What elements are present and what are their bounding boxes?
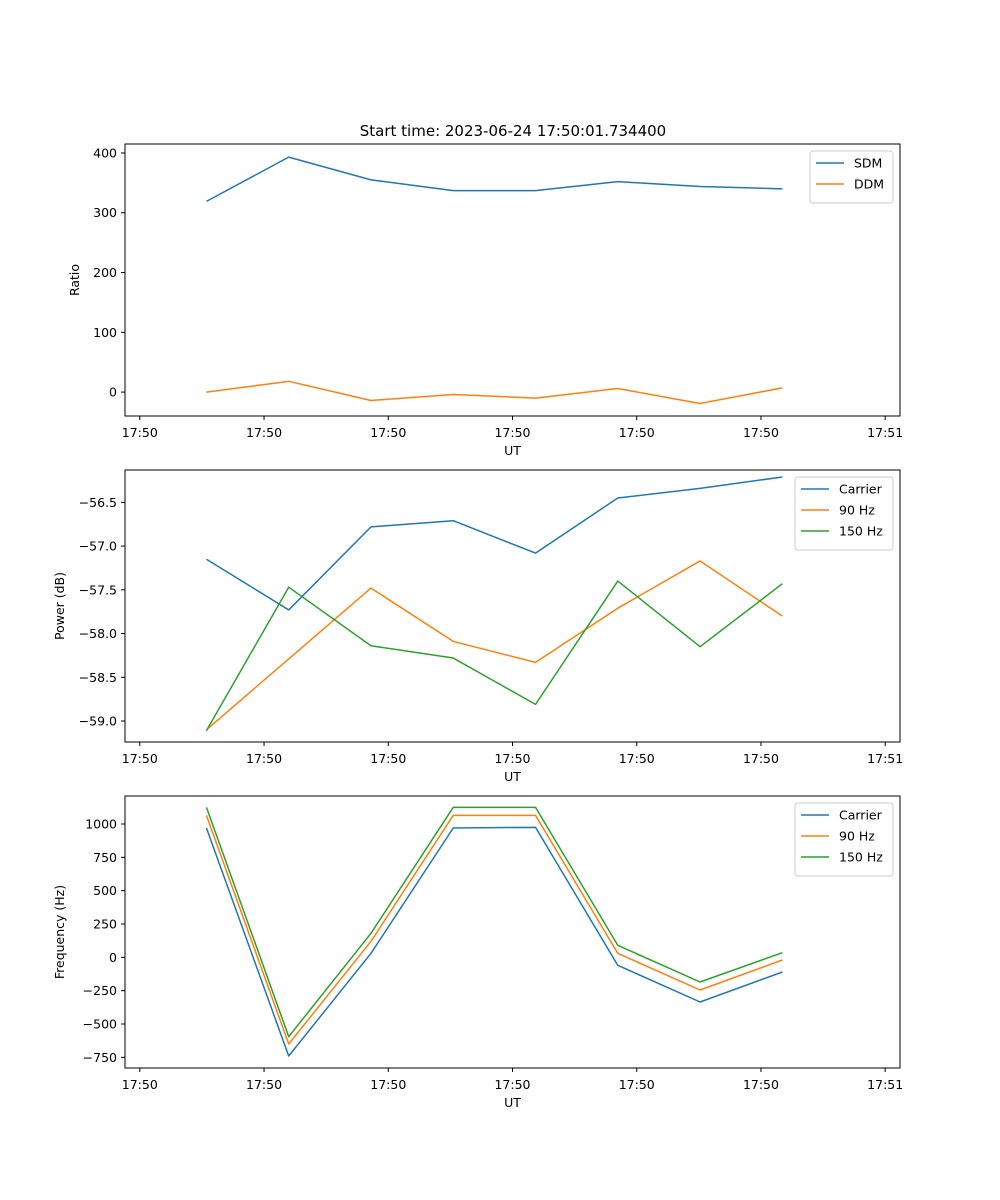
legend-label: SDM <box>854 156 882 171</box>
x-tick-label: 17:50 <box>619 1077 655 1092</box>
series-line-90-hz <box>205 560 783 731</box>
y-tick-label: 1000 <box>85 817 117 832</box>
y-tick-label: 400 <box>93 145 117 160</box>
y-tick-label: −58.5 <box>79 670 117 685</box>
x-tick-label: 17:50 <box>743 425 779 440</box>
x-axis-label: UT <box>504 769 521 784</box>
legend-box <box>809 150 894 204</box>
x-axis-label: UT <box>504 443 521 458</box>
y-axis-label: Ratio <box>67 264 82 296</box>
y-tick-label: −250 <box>83 983 117 998</box>
legend-label: 150 Hz <box>839 524 883 539</box>
y-tick-label: 0 <box>109 385 117 400</box>
x-tick-label: 17:50 <box>122 1077 158 1092</box>
legend-label: 90 Hz <box>839 503 875 518</box>
series-line-150-hz <box>205 580 783 732</box>
x-tick-label: 17:50 <box>246 425 282 440</box>
x-tick-label: 17:50 <box>619 425 655 440</box>
x-tick-label: 17:50 <box>743 1077 779 1092</box>
x-tick-label: 17:50 <box>494 751 530 766</box>
y-tick-label: −500 <box>83 1017 117 1032</box>
x-tick-label: 17:50 <box>122 751 158 766</box>
series-line-sdm <box>206 156 783 203</box>
x-tick-label: 17:50 <box>246 1077 282 1092</box>
legend: SDM DDM <box>809 150 894 204</box>
x-tick-label: 17:50 <box>619 751 655 766</box>
y-tick-label: −57.5 <box>79 582 117 597</box>
series-line-ddm <box>206 380 783 405</box>
y-tick-label: 100 <box>93 325 117 340</box>
y-tick-label: 750 <box>93 850 117 865</box>
y-tick-label: −59.0 <box>79 714 117 729</box>
legend-label: 150 Hz <box>839 850 883 865</box>
legend-label: Carrier <box>839 808 883 823</box>
y-tick-label: 250 <box>93 917 117 932</box>
y-tick-label: −57.0 <box>79 539 117 554</box>
y-tick-label: −56.5 <box>79 495 117 510</box>
y-axis-label: Power (dB) <box>52 572 67 640</box>
axes-frame <box>124 795 901 1069</box>
y-tick-label: 200 <box>93 265 117 280</box>
x-tick-label: 17:51 <box>867 425 903 440</box>
x-tick-label: 17:50 <box>122 425 158 440</box>
legend-label: DDM <box>854 177 884 192</box>
y-tick-label: −750 <box>83 1050 117 1065</box>
y-tick-label: 300 <box>93 205 117 220</box>
figure-title: Start time: 2023-06-24 17:50:01.734400 <box>360 122 666 140</box>
axes-frame <box>124 143 901 417</box>
x-tick-label: 17:51 <box>867 1077 903 1092</box>
series-line-carrier <box>205 826 783 1057</box>
legend: Carrier 90 Hz 150 Hz <box>794 802 894 877</box>
y-tick-label: −58.0 <box>79 626 117 641</box>
legend: Carrier 90 Hz 150 Hz <box>794 476 894 551</box>
series-line-90-hz <box>205 814 783 1045</box>
x-tick-label: 17:50 <box>370 751 406 766</box>
y-tick-label: 0 <box>109 950 117 965</box>
y-axis-label: Frequency (Hz) <box>52 885 67 979</box>
axes-frame <box>124 469 901 743</box>
legend-label: Carrier <box>839 482 883 497</box>
x-tick-label: 17:50 <box>246 751 282 766</box>
y-tick-label: 500 <box>93 883 117 898</box>
x-tick-label: 17:50 <box>494 1077 530 1092</box>
panel-1: 17:50 17:50 17:50 17:50 17:50 17:50 17:51 0 100 2… <box>67 143 903 458</box>
x-tick-label: 17:50 <box>370 1077 406 1092</box>
legend-label: 90 Hz <box>839 829 875 844</box>
panel-3: 17:50 17:50 17:50 17:50 17:50 17:50 17:51 −750 −… <box>52 795 903 1110</box>
x-tick-label: 17:51 <box>867 751 903 766</box>
series-line-150-hz <box>205 806 783 1038</box>
panel-2: 17:50 17:50 17:50 17:50 17:50 17:50 17:51 −59.0… <box>52 469 903 784</box>
x-tick-label: 17:50 <box>494 425 530 440</box>
x-tick-label: 17:50 <box>370 425 406 440</box>
x-axis-label: UT <box>504 1095 521 1110</box>
x-tick-label: 17:50 <box>743 751 779 766</box>
